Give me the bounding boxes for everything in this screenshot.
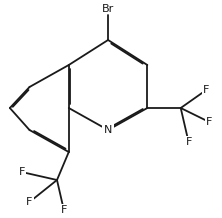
Text: F: F (18, 167, 25, 177)
Text: F: F (26, 197, 33, 207)
Text: F: F (185, 137, 192, 147)
Text: F: F (206, 117, 212, 127)
Text: F: F (203, 85, 209, 95)
Text: F: F (61, 205, 67, 215)
Text: N: N (104, 125, 112, 135)
Text: Br: Br (102, 4, 114, 14)
